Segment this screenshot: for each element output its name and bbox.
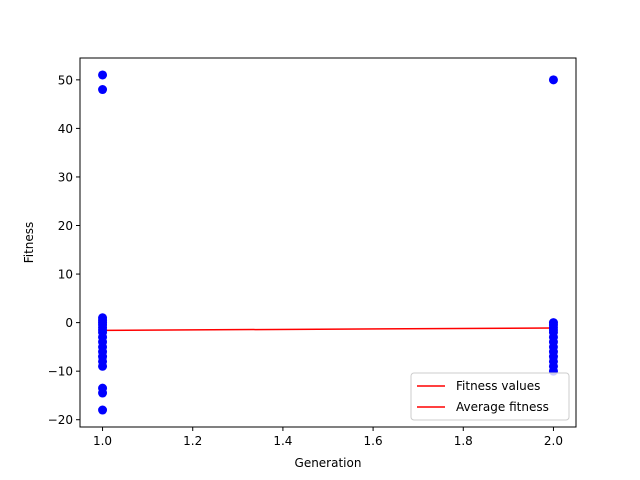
x-tick-label: 1.2 (183, 434, 202, 448)
legend-box (410, 372, 570, 421)
legend: Fitness values Average fitness (410, 372, 570, 421)
legend-fitness-values-label: Fitness values (456, 379, 540, 393)
data-point (98, 405, 108, 415)
y-tick-label: 40 (58, 122, 73, 136)
data-point (98, 361, 108, 371)
x-tick-label: 1.6 (364, 434, 383, 448)
y-tick-label: 50 (58, 73, 73, 87)
plot-area (80, 58, 576, 427)
data-point (98, 85, 108, 95)
y-axis-label: Fitness (22, 222, 36, 264)
legend-average-fitness-label: Average fitness (456, 400, 549, 414)
data-point (548, 75, 558, 85)
data-point (98, 388, 108, 398)
plot-frame (79, 57, 577, 428)
y-tick-label: −20 (48, 413, 73, 427)
x-tick-label: 2.0 (544, 434, 563, 448)
y-tick-label: 30 (58, 170, 73, 184)
x-tick-label: 1.0 (93, 434, 112, 448)
y-tick-label: 10 (58, 268, 73, 282)
x-tick-label: 1.4 (273, 434, 292, 448)
y-tick-label: −10 (48, 365, 73, 379)
y-tick-label: 0 (65, 316, 73, 330)
y-tick-label: 20 (58, 219, 73, 233)
data-point (98, 70, 108, 80)
x-axis-label: Generation (295, 456, 362, 470)
series-line-average-fitness (102, 327, 554, 332)
x-tick-label: 1.8 (454, 434, 473, 448)
